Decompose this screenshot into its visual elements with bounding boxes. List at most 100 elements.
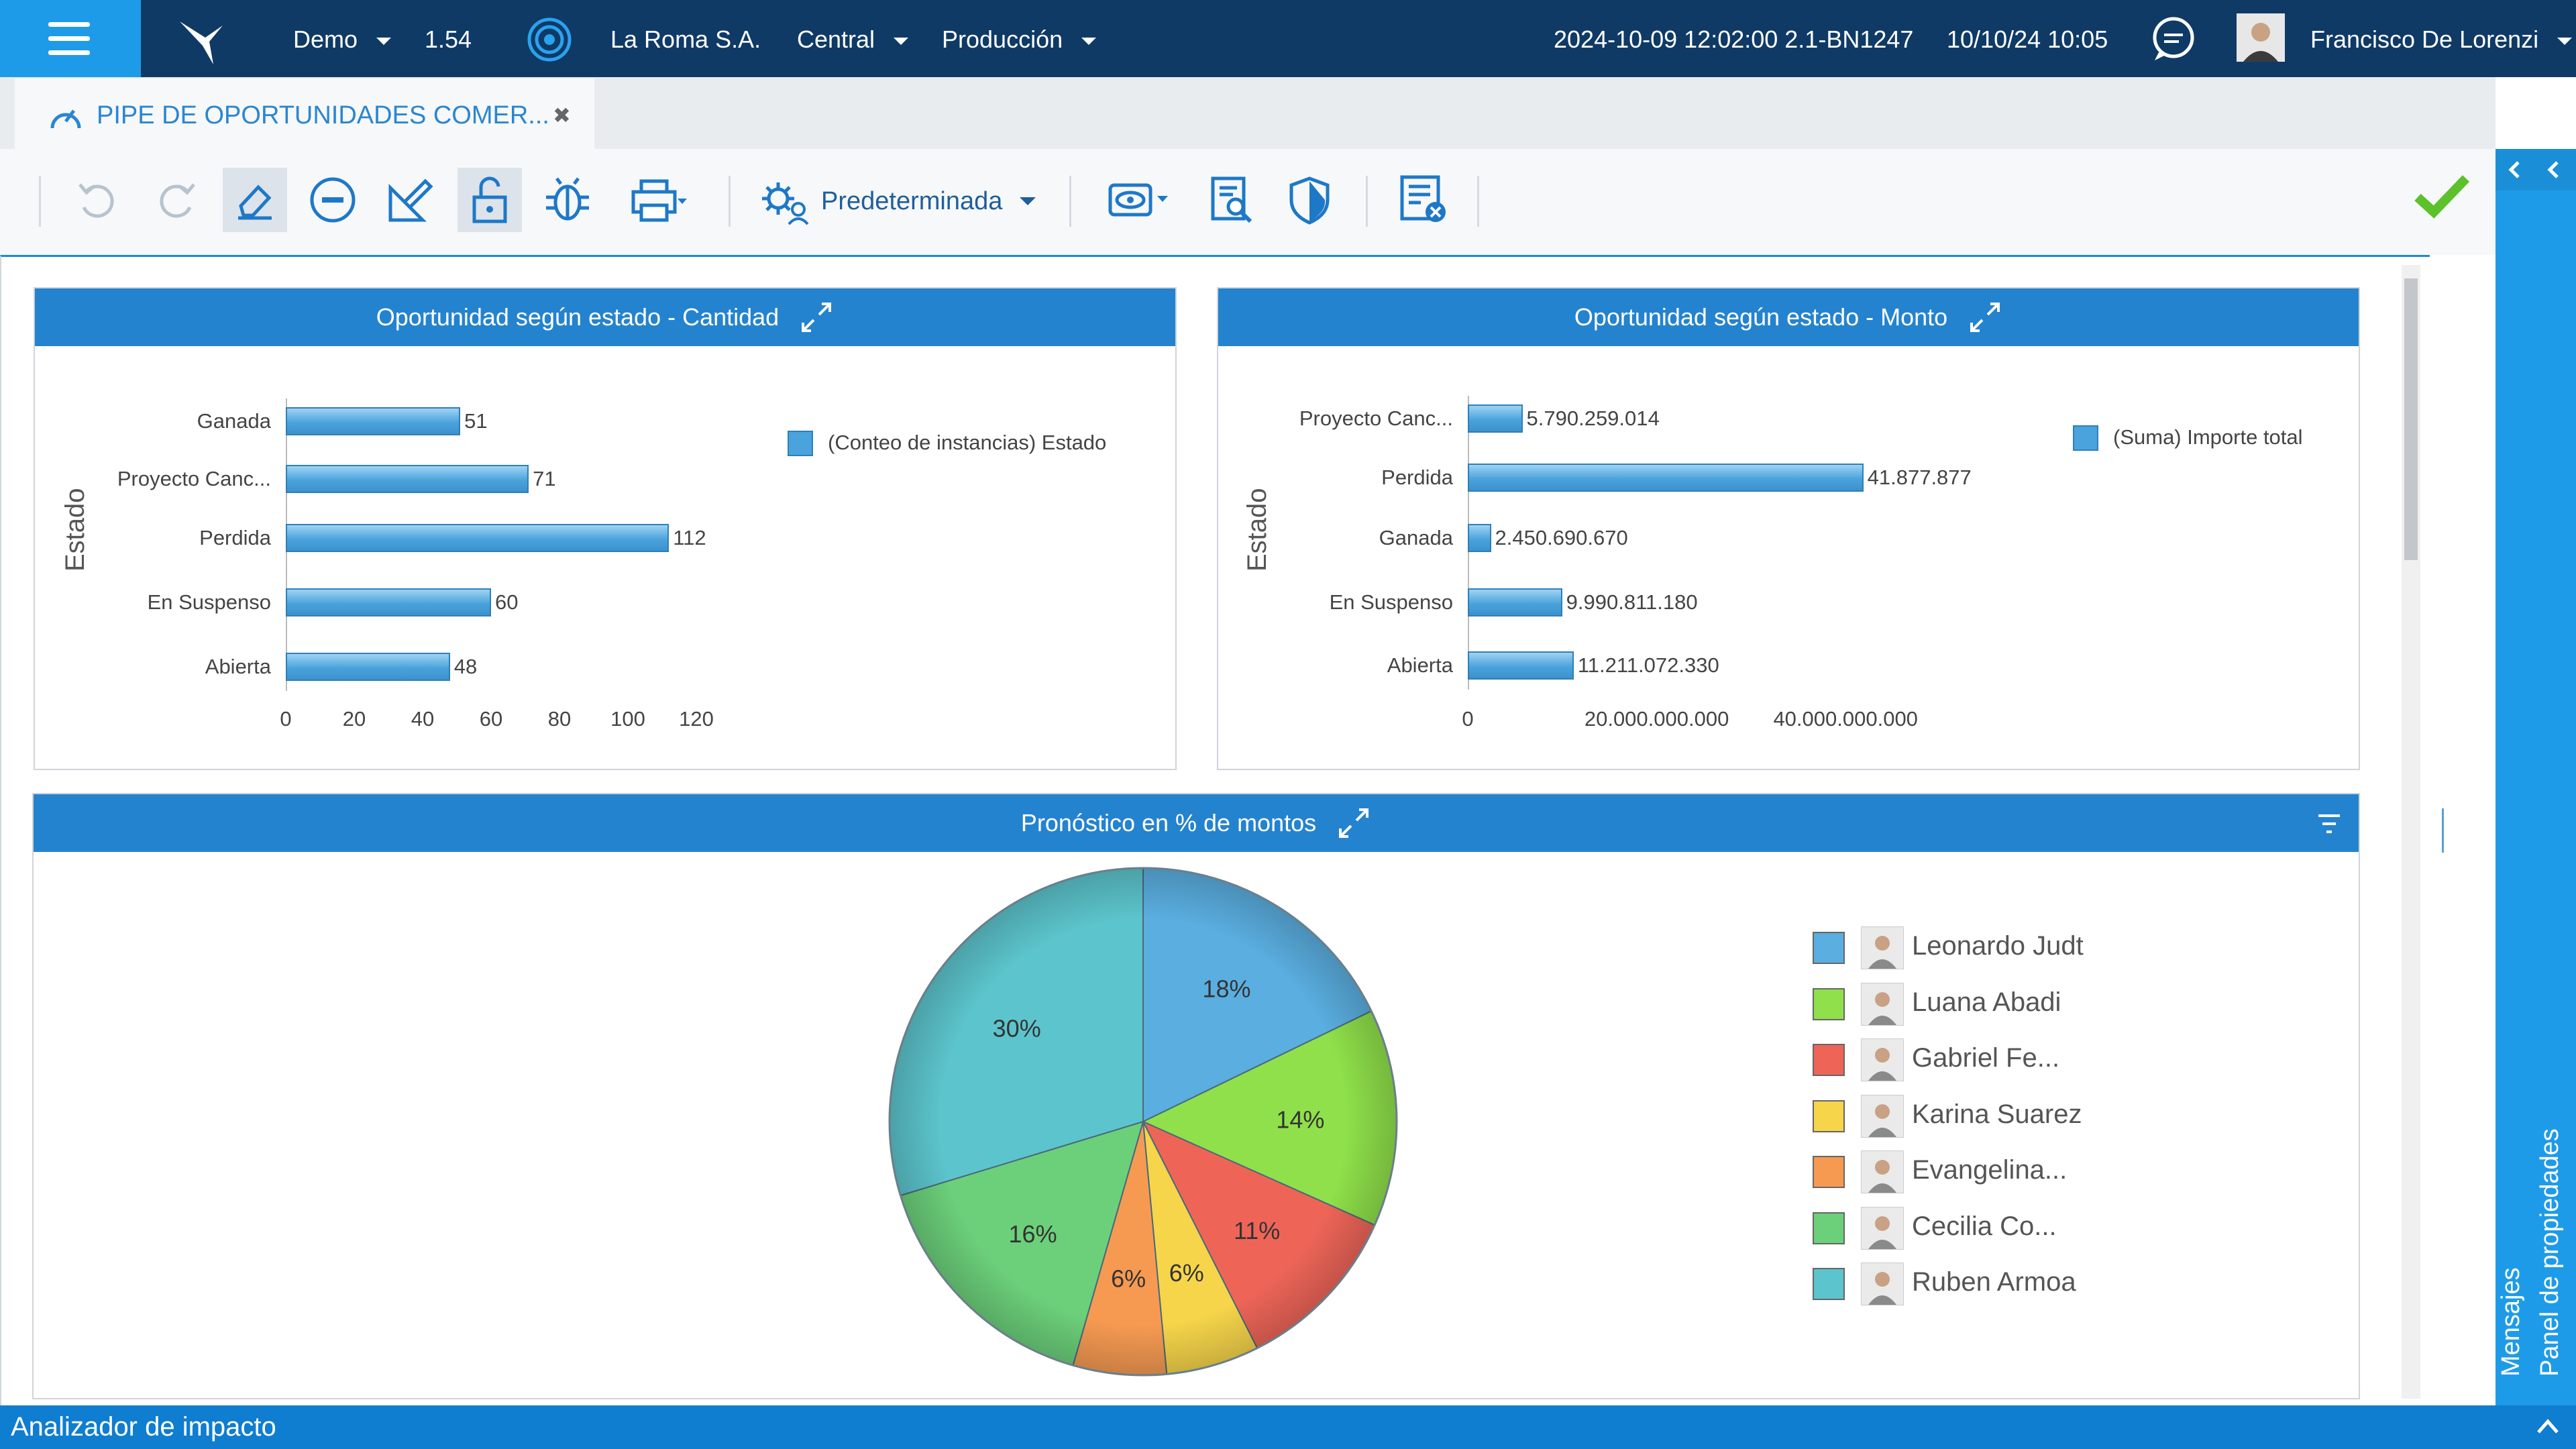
data-label: 2.450.690.670 — [1495, 526, 1628, 549]
category-label: Abierta — [205, 655, 271, 678]
menu-button[interactable] — [0, 0, 141, 77]
bar[interactable] — [286, 465, 529, 493]
bar[interactable] — [286, 588, 491, 616]
eraser-button[interactable] — [223, 168, 287, 232]
undo-button[interactable] — [66, 168, 130, 232]
legend-swatch — [1813, 1156, 1845, 1188]
side-collapse-bar[interactable] — [2496, 149, 2576, 191]
bird-logo-icon[interactable] — [176, 12, 229, 66]
redo-button[interactable] — [144, 168, 208, 232]
document-search-icon — [1211, 176, 1252, 223]
bottom-bar: Analizador de impacto — [0, 1405, 2576, 1449]
expand-icon[interactable] — [1336, 806, 1371, 841]
eye-icon — [1108, 183, 1168, 217]
splitter-handle[interactable] — [2442, 808, 2444, 853]
user-menu[interactable]: Francisco De Lorenzi — [2310, 25, 2573, 54]
chat-icon[interactable] — [2149, 15, 2198, 63]
stage-selector[interactable]: Producción — [942, 25, 1097, 54]
x-tick-label: 20.000.000.000 — [1584, 707, 1729, 731]
legend-name: Ruben Armoa — [1912, 1267, 2076, 1297]
vertical-scrollbar[interactable] — [2402, 265, 2420, 1399]
print-button[interactable] — [614, 168, 702, 232]
chart-panel-monto: Oportunidad según estado - Monto Estado … — [1217, 287, 2360, 770]
chevron-up-icon[interactable] — [2536, 1416, 2560, 1436]
avatar — [1861, 1206, 1904, 1250]
person-avatar-icon — [1862, 1207, 1903, 1249]
preview-button[interactable] — [1096, 168, 1183, 232]
target-icon[interactable] — [526, 16, 573, 63]
bar[interactable] — [1468, 588, 1562, 616]
impact-analyzer-label[interactable]: Analizador de impacto — [11, 1412, 276, 1442]
view-selector-label: Predeterminada — [821, 186, 1003, 215]
confirm-check-icon[interactable] — [2414, 173, 2470, 220]
filter-icon[interactable] — [2316, 810, 2343, 837]
eraser-icon — [238, 184, 272, 220]
bar[interactable] — [286, 653, 450, 681]
x-tick-label: 80 — [547, 707, 572, 731]
legend-label: (Conteo de instancias) Estado — [828, 431, 1107, 454]
view-selector[interactable]: Predeterminada — [758, 176, 1036, 227]
remove-button[interactable] — [301, 168, 365, 232]
expand-icon[interactable] — [799, 300, 834, 335]
category-label: En Suspenso — [1329, 590, 1453, 614]
clear-list-button[interactable] — [1391, 168, 1456, 232]
legend-name: Gabriel Fe... — [1912, 1043, 2060, 1073]
expand-icon[interactable] — [1968, 300, 2002, 335]
inspect-button[interactable] — [1199, 168, 1264, 232]
chevron-left-icon[interactable] — [2544, 160, 2564, 180]
shield-icon — [1289, 176, 1330, 225]
legend-name: Evangelina... — [1912, 1155, 2068, 1185]
category-label: Ganada — [1379, 526, 1453, 549]
undo-icon — [78, 183, 114, 218]
caret-down-icon — [1081, 37, 1097, 45]
x-tick-label: 20 — [342, 707, 366, 731]
branch-selector[interactable]: Central — [797, 25, 909, 54]
pie-title: Pronóstico en % de montos — [1020, 809, 1317, 837]
chevron-left-icon[interactable] — [2505, 160, 2525, 180]
bar[interactable] — [286, 407, 461, 435]
caret-down-icon — [894, 37, 909, 45]
redo-icon — [160, 183, 195, 218]
caret-down-icon — [376, 37, 392, 45]
tab-title: PIPE DE OPORTUNIDADES COMER... — [97, 101, 549, 129]
tab-pipe-oportunidades[interactable]: PIPE DE OPORTUNIDADES COMER... ✖ — [15, 78, 594, 149]
legend-name: Karina Suarez — [1912, 1099, 2082, 1129]
bar[interactable] — [1468, 464, 1864, 492]
unlock-icon — [472, 176, 507, 223]
legend-name: Luana Abadi — [1912, 987, 2061, 1017]
x-tick-label: 40.000.000.000 — [1773, 707, 1918, 731]
side-tab-messages[interactable]: Mensajes — [2497, 1267, 2525, 1377]
bar[interactable] — [1468, 405, 1523, 433]
category-label: Proyecto Canc... — [1299, 407, 1453, 430]
tab-close-icon[interactable]: ✖ — [553, 103, 571, 127]
bar[interactable] — [1468, 651, 1574, 680]
bar[interactable] — [1468, 524, 1491, 552]
design-button[interactable] — [378, 168, 443, 232]
avatar — [1861, 1263, 1904, 1305]
person-avatar-icon — [1862, 1039, 1903, 1081]
security-button[interactable] — [1277, 168, 1342, 232]
unlock-button[interactable] — [458, 168, 522, 232]
side-tab-properties[interactable]: Panel de propiedades — [2536, 1128, 2564, 1377]
legend-swatch — [1813, 1099, 1845, 1132]
env-selector[interactable]: Demo — [293, 25, 392, 54]
hamburger-icon — [48, 22, 90, 27]
debug-button[interactable] — [535, 168, 600, 232]
bug-icon — [546, 177, 589, 221]
x-tick-label: 0 — [280, 707, 292, 731]
pie-header: Pronóstico en % de montos — [34, 794, 2359, 852]
scrollbar-thumb[interactable] — [2404, 278, 2418, 560]
build-label: 2024-10-09 12:02:00 2.1-BN1247 — [1554, 25, 1914, 53]
x-tick-label: 60 — [479, 707, 503, 731]
chart-header: Oportunidad según estado - Cantidad — [35, 288, 1175, 346]
env-label: Demo — [293, 25, 358, 53]
company-label[interactable]: La Roma S.A. — [610, 25, 761, 53]
data-label: 9.990.811.180 — [1566, 590, 1698, 614]
caret-down-icon — [1020, 197, 1036, 205]
legend-name: Cecilia Co... — [1912, 1211, 2057, 1241]
person-avatar-icon — [1862, 927, 1903, 969]
bar[interactable] — [286, 524, 669, 552]
user-avatar[interactable] — [2237, 13, 2285, 62]
version-label: 1.54 — [425, 25, 472, 53]
x-tick-label: 0 — [1462, 707, 1474, 731]
